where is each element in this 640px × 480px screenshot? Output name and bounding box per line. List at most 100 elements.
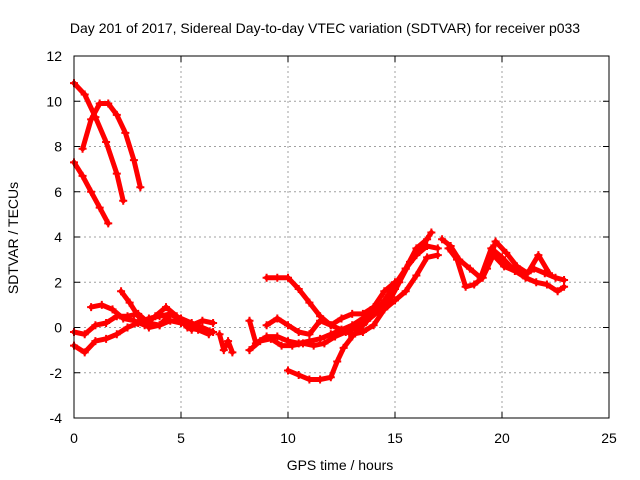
- data-point: [95, 203, 104, 212]
- data-point: [483, 264, 492, 273]
- data-point: [305, 375, 314, 384]
- data-point: [91, 321, 100, 330]
- data-point: [534, 251, 543, 260]
- x-tick-label: 10: [280, 430, 296, 446]
- data-point: [266, 334, 275, 343]
- data-point: [80, 330, 89, 339]
- data-point: [284, 273, 292, 282]
- data-point: [316, 312, 325, 321]
- data-point: [284, 321, 292, 330]
- series-track-line: [217, 331, 235, 355]
- data-point: [358, 309, 367, 318]
- y-tick-label: -2: [50, 365, 63, 381]
- data-point: [80, 348, 89, 357]
- data-point: [320, 339, 329, 348]
- data-point: [339, 343, 348, 352]
- data-point: [427, 228, 436, 237]
- data-point: [104, 99, 113, 108]
- data-point: [358, 321, 367, 330]
- data-point: [444, 244, 453, 253]
- x-axis-label: GPS time / hours: [287, 457, 394, 473]
- y-tick-label: -4: [50, 410, 63, 426]
- data-point: [273, 332, 282, 341]
- axis-ticks: 0 5 10 15 20 25 -4 -2 0 2 4 6 8 10 12: [46, 48, 617, 446]
- data-point: [166, 316, 175, 325]
- data-point: [102, 137, 111, 146]
- data-point: [209, 318, 218, 327]
- data-point: [119, 314, 128, 323]
- data-point: [102, 318, 111, 327]
- series-track-8: [215, 330, 237, 357]
- data-point: [91, 337, 100, 346]
- data-point: [512, 262, 521, 271]
- data-point: [119, 196, 128, 205]
- data-point: [288, 341, 297, 350]
- y-tick-label: 0: [54, 320, 62, 336]
- data-point: [228, 348, 237, 357]
- x-tick-label: 5: [177, 430, 185, 446]
- data-point: [305, 330, 314, 339]
- data-point: [502, 248, 511, 257]
- data-point: [80, 90, 89, 99]
- y-tick-label: 2: [54, 274, 62, 290]
- data-point: [209, 328, 218, 337]
- data-point: [129, 316, 138, 325]
- data-point: [215, 330, 224, 339]
- data-point: [369, 321, 378, 330]
- data-point: [97, 300, 106, 309]
- data-point: [380, 305, 389, 314]
- data-point: [491, 237, 500, 246]
- data-point: [187, 325, 196, 334]
- data-point: [358, 328, 367, 337]
- series-track-line: [118, 288, 195, 333]
- data-point: [560, 275, 569, 284]
- data-point: [553, 287, 562, 296]
- data-point: [273, 273, 282, 282]
- data-point: [294, 328, 303, 337]
- data-point: [423, 242, 432, 251]
- data-point: [337, 325, 346, 334]
- data-point: [510, 266, 519, 275]
- data-point: [198, 316, 207, 325]
- data-point: [401, 287, 410, 296]
- series-track-line: [80, 101, 143, 190]
- series-track-1: [70, 79, 128, 205]
- data-point: [125, 298, 134, 307]
- series-track-7: [117, 287, 196, 334]
- data-point: [78, 171, 87, 180]
- data-point: [305, 298, 314, 307]
- data-point: [112, 330, 121, 339]
- data-point: [433, 244, 442, 253]
- y-tick-label: 4: [54, 229, 62, 245]
- data-point: [500, 262, 509, 271]
- data-point: [316, 334, 325, 343]
- data-point: [309, 341, 318, 350]
- y-axis-label: SDTVAR / TECUs: [5, 182, 21, 294]
- data-point: [453, 255, 462, 264]
- series-track-line: [71, 80, 126, 204]
- data-point: [245, 346, 254, 355]
- data-point: [134, 312, 143, 321]
- data-point: [144, 323, 153, 332]
- data-point: [273, 314, 282, 323]
- data-point: [438, 235, 447, 244]
- y-tick-label: 6: [54, 184, 62, 200]
- x-tick-label: 0: [70, 430, 78, 446]
- data-point: [112, 110, 121, 119]
- data-point: [470, 280, 479, 289]
- data-point: [348, 309, 357, 318]
- series-track-3: [78, 99, 145, 192]
- y-tick-label: 12: [46, 48, 62, 64]
- data-point: [545, 269, 554, 278]
- data-point: [155, 321, 164, 330]
- data-point: [151, 312, 160, 321]
- data-point: [245, 316, 254, 325]
- data-point: [331, 332, 340, 341]
- data-point: [262, 321, 271, 330]
- data-point: [298, 339, 307, 348]
- data-point: [412, 251, 421, 260]
- data-point: [95, 99, 104, 108]
- data-point: [224, 337, 233, 346]
